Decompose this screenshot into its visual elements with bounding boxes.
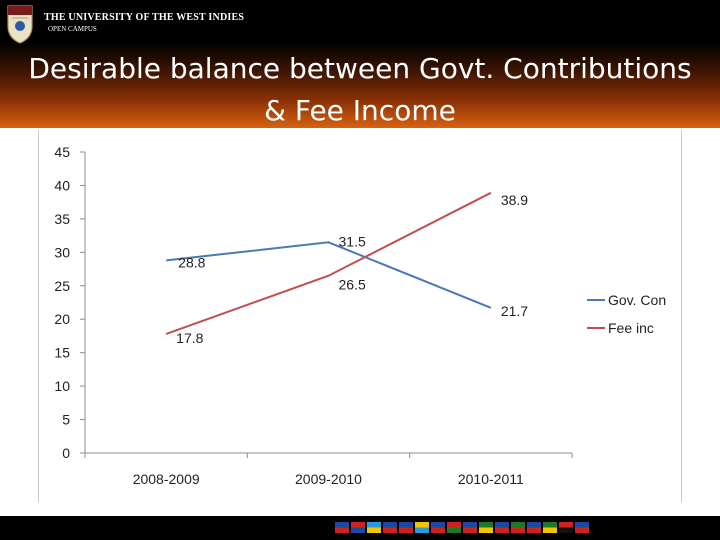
- data-label: 21.7: [501, 303, 528, 319]
- flag-icon: [511, 522, 525, 533]
- flag-icon: [463, 522, 477, 533]
- campus-name: OPEN CAMPUS: [48, 25, 97, 33]
- data-label: 17.8: [176, 330, 203, 346]
- x-tick-label: 2008-2009: [133, 471, 200, 487]
- flag-icon: [415, 522, 429, 533]
- slide-title: Desirable balance between Govt. Contribu…: [0, 48, 720, 132]
- data-label: 26.5: [339, 277, 366, 293]
- data-label: 38.9: [501, 192, 528, 208]
- line-chart: 0 5 10 15 20 25 30 35 40 45 2008-2009 2009-2010 2010…: [38, 130, 682, 502]
- x-tick-label: 2009-2010: [295, 471, 362, 487]
- y-tick-label: 30: [54, 244, 70, 260]
- flag-icon: [543, 522, 557, 533]
- chart-canvas: 0 5 10 15 20 25 30 35 40 45 2008-2009 2009-2010 2010…: [54, 144, 666, 487]
- y-tick-label: 40: [54, 177, 70, 193]
- y-tick-label: 25: [54, 278, 70, 294]
- slide-title-line-1: Desirable balance between Govt. Contribu…: [28, 52, 692, 85]
- y-tick-label: 5: [62, 412, 70, 428]
- country-flags: [335, 520, 589, 536]
- flag-icon: [367, 522, 381, 533]
- y-tick-label: 0: [62, 445, 70, 461]
- flag-icon: [351, 522, 365, 533]
- data-label: 31.5: [339, 233, 366, 249]
- flag-icon: [431, 522, 445, 533]
- y-tick-label: 35: [54, 211, 70, 227]
- flag-icon: [383, 522, 397, 533]
- slide-header: THE UNIVERSITY OF THE WEST INDIES OPEN C…: [0, 0, 720, 128]
- flag-icon: [495, 522, 509, 533]
- flag-icon: [559, 522, 573, 533]
- x-tick-label: 2010-2011: [458, 471, 524, 487]
- y-tick-label: 45: [54, 144, 70, 160]
- series-line-1: [165, 191, 492, 335]
- flag-icon: [399, 522, 413, 533]
- footer-bar: [0, 516, 720, 540]
- flag-icon: [479, 522, 493, 533]
- university-crest-icon: [7, 5, 33, 44]
- flag-icon: [335, 522, 349, 533]
- flag-icon: [447, 522, 461, 533]
- flag-icon: [575, 522, 589, 533]
- y-tick-label: 10: [54, 378, 70, 394]
- series-line-0: [166, 241, 492, 309]
- legend-label: Gov. Con: [608, 292, 666, 308]
- slide-title-line-2: & Fee Income: [264, 94, 456, 127]
- y-tick-label: 20: [54, 311, 70, 327]
- university-name: THE UNIVERSITY OF THE WEST INDIES: [44, 12, 245, 23]
- legend-label: Fee inc: [608, 320, 654, 336]
- y-tick-label: 15: [54, 345, 70, 361]
- flag-icon: [527, 522, 541, 533]
- data-label: 28.8: [178, 254, 205, 270]
